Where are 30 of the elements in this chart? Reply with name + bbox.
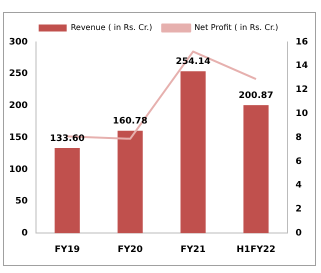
y-tick-label: 150 (8, 132, 28, 143)
data-label: 133.60 (50, 134, 85, 144)
y2-tick-label: 8 (295, 132, 302, 143)
legend-label: Revenue ( in Rs. Cr.) (70, 23, 152, 32)
y-tick-label: 300 (8, 37, 28, 48)
y2-tick-label: 10 (295, 109, 308, 120)
bar (54, 148, 80, 234)
y2-tick-label: 6 (295, 156, 302, 167)
y2-tick-label: 4 (295, 180, 302, 191)
x-tick-label: FY21 (180, 244, 206, 255)
data-label: 254.14 (176, 57, 210, 68)
data-label: 200.87 (238, 91, 274, 102)
x-tick-label: FY20 (118, 244, 143, 255)
legend-label: Net Profit ( in Rs. Cr.) (194, 23, 278, 32)
y-tick-label: 100 (8, 164, 28, 175)
y2-tick-label: 0 (295, 228, 302, 239)
bar (118, 130, 143, 234)
data-label: 160.78 (112, 116, 148, 127)
x-tick-label: H1FY22 (236, 244, 276, 255)
y2-tick-label: 14 (295, 61, 308, 72)
y-tick-label: 50 (15, 196, 28, 207)
y-tick-label: 200 (8, 101, 28, 112)
y-tick-label: 250 (8, 69, 28, 80)
bar (180, 71, 206, 234)
y-tick-label: 0 (22, 228, 28, 239)
y2-tick-label: 16 (295, 37, 308, 48)
y2-tick-label: 12 (295, 85, 308, 96)
bar (243, 105, 269, 234)
y2-tick-label: 2 (295, 204, 302, 215)
x-tick-label: FY19 (54, 244, 80, 255)
